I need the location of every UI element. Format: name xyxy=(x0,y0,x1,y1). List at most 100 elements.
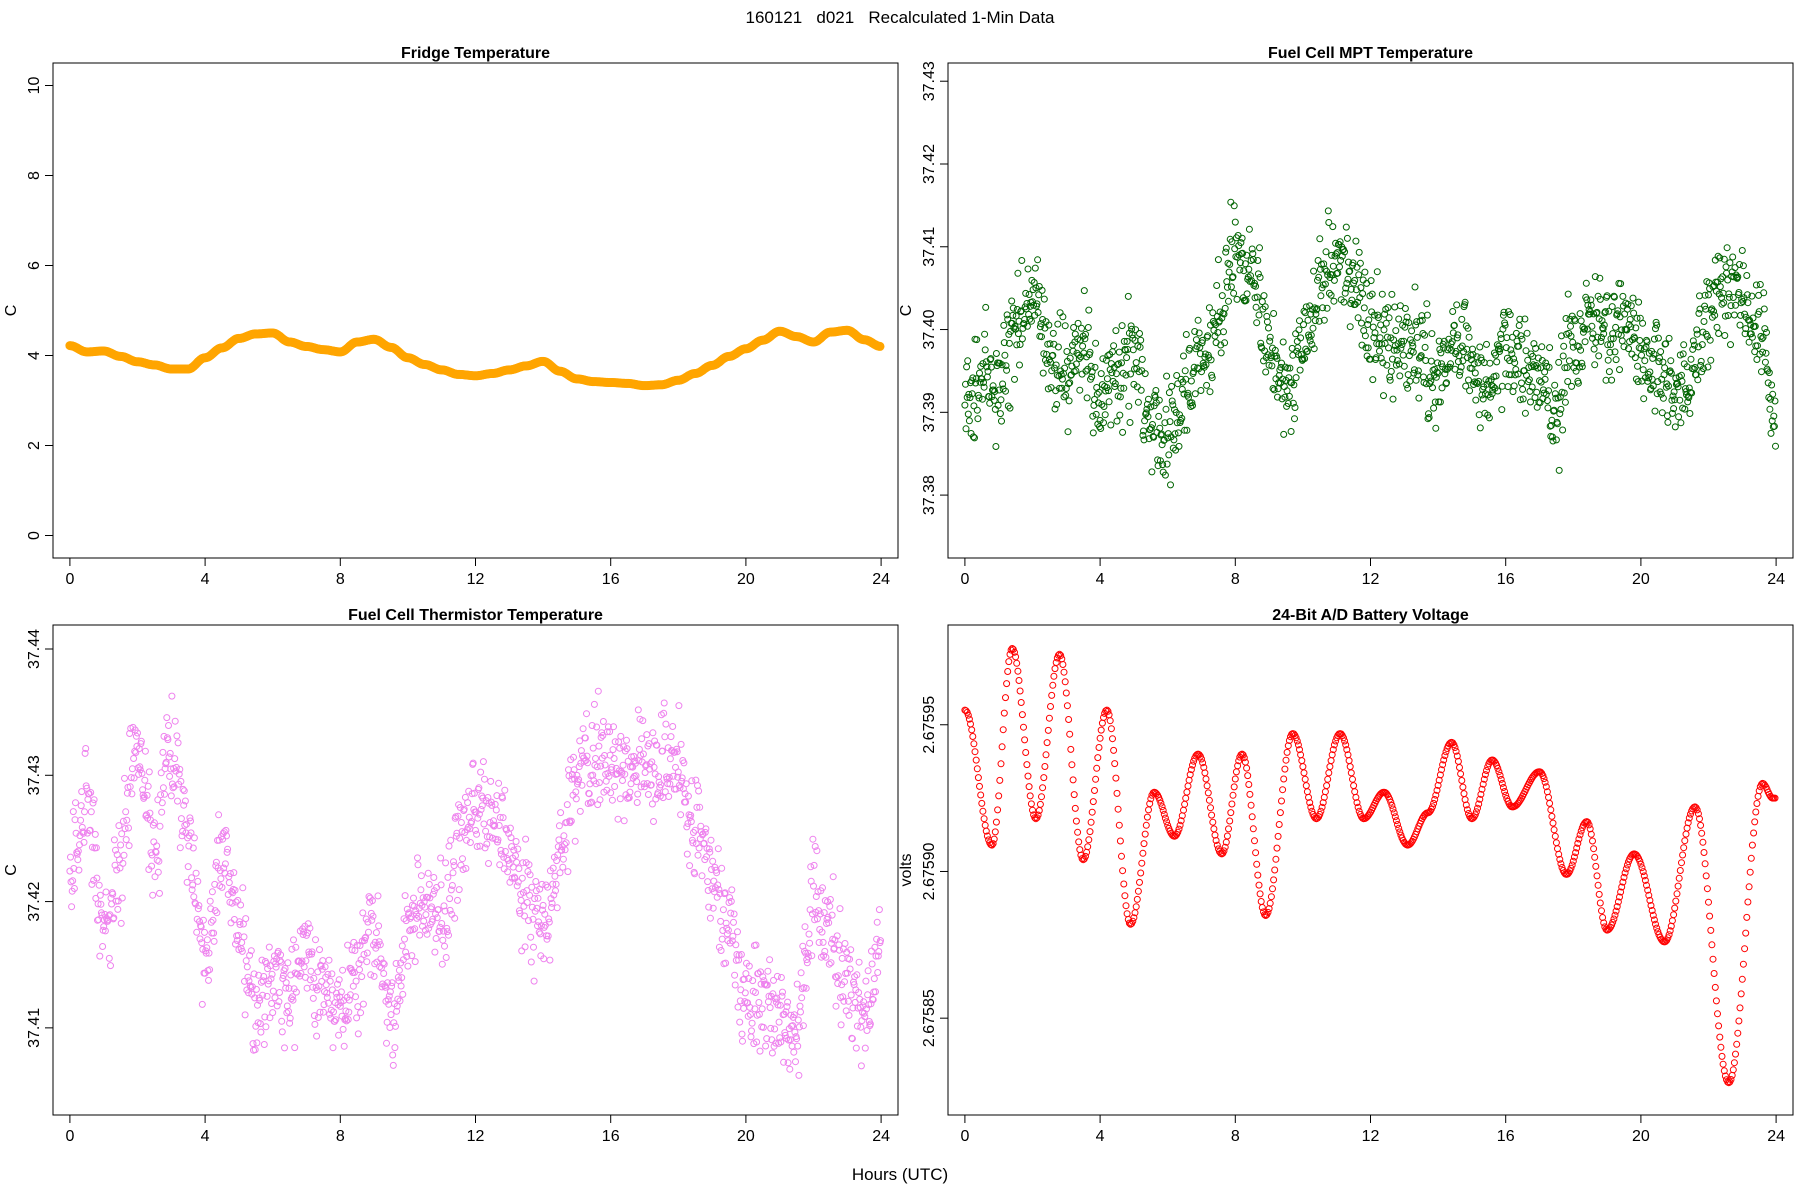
data-point xyxy=(665,773,673,781)
data-point xyxy=(331,1017,339,1025)
data-point xyxy=(1648,907,1656,914)
data-point xyxy=(1518,379,1525,387)
data-point xyxy=(1017,699,1025,706)
data-point xyxy=(1349,261,1356,269)
data-point xyxy=(1413,333,1421,341)
data-point xyxy=(1315,317,1323,325)
data-point xyxy=(536,930,544,938)
data-point xyxy=(1182,794,1190,802)
data-point xyxy=(1005,658,1013,666)
data-point xyxy=(1259,305,1267,313)
data-point xyxy=(969,433,977,441)
x-tick-label: 12 xyxy=(467,571,485,588)
data-point xyxy=(1347,769,1355,777)
data-point xyxy=(1354,314,1362,322)
data-point xyxy=(644,791,652,798)
data-point xyxy=(1475,800,1483,808)
data-point xyxy=(267,975,275,983)
data-point xyxy=(1180,352,1187,360)
data-point xyxy=(1434,781,1442,789)
data-point xyxy=(1515,798,1523,806)
data-point xyxy=(318,978,326,985)
data-point xyxy=(1286,364,1294,372)
data-point xyxy=(313,1032,321,1040)
data-point xyxy=(1254,871,1262,879)
data-point xyxy=(526,891,534,899)
data-point xyxy=(1474,804,1481,812)
data-point xyxy=(187,829,195,837)
data-point xyxy=(1060,393,1068,401)
data-point xyxy=(1646,368,1654,376)
data-point xyxy=(638,735,646,743)
data-point xyxy=(1293,337,1301,345)
data-point xyxy=(719,906,727,914)
data-point xyxy=(1381,310,1389,318)
data-point xyxy=(1547,422,1555,429)
data-point xyxy=(1391,813,1399,821)
data-point xyxy=(1581,325,1589,333)
data-point xyxy=(1517,332,1525,340)
data-point xyxy=(1719,1060,1727,1068)
data-point xyxy=(623,745,631,753)
data-point xyxy=(680,759,688,767)
data-point xyxy=(1184,782,1192,790)
data-point xyxy=(243,963,251,971)
data-point xyxy=(978,799,986,807)
data-point xyxy=(1085,836,1093,844)
data-point xyxy=(374,892,382,900)
data-point xyxy=(653,741,661,749)
data-point xyxy=(1092,410,1100,418)
data-point xyxy=(1386,376,1394,384)
data-point xyxy=(119,817,127,825)
data-point xyxy=(1280,775,1288,783)
data-point xyxy=(181,821,189,829)
data-point xyxy=(1123,910,1131,918)
data-point xyxy=(1027,800,1035,808)
data-point xyxy=(1160,810,1168,818)
data-point xyxy=(1715,290,1723,298)
data-point xyxy=(1132,326,1140,334)
data-point xyxy=(1382,319,1390,327)
data-point xyxy=(1718,300,1726,308)
data-point xyxy=(438,920,446,927)
data-point xyxy=(1626,316,1634,323)
data-point xyxy=(555,822,563,830)
data-point xyxy=(281,1044,288,1052)
data-point xyxy=(1095,744,1103,751)
data-point xyxy=(1561,398,1569,406)
data-point xyxy=(242,915,250,923)
data-point xyxy=(1034,811,1042,819)
data-point xyxy=(727,897,735,905)
data-point xyxy=(1272,855,1280,863)
data-point xyxy=(706,914,714,922)
data-point xyxy=(777,1038,785,1046)
data-point xyxy=(1600,330,1608,338)
data-point xyxy=(1360,304,1368,312)
data-point xyxy=(389,1061,397,1069)
data-point xyxy=(276,989,283,996)
data-point xyxy=(444,873,452,881)
data-point xyxy=(1455,352,1463,360)
data-point xyxy=(553,904,561,912)
data-point xyxy=(435,927,443,935)
data-point xyxy=(771,1025,779,1033)
data-point xyxy=(399,990,407,998)
data-point xyxy=(996,776,1004,784)
data-point xyxy=(1306,799,1314,807)
data-point xyxy=(1163,460,1171,468)
data-point xyxy=(1290,730,1298,738)
data-point xyxy=(1255,881,1263,889)
data-point xyxy=(223,832,230,840)
data-point xyxy=(1336,263,1343,271)
data-point xyxy=(375,922,383,930)
data-point xyxy=(1026,792,1034,800)
data-point xyxy=(433,914,441,922)
data-point xyxy=(1238,234,1246,242)
data-point xyxy=(1202,775,1210,783)
data-point xyxy=(1156,457,1164,465)
data-point xyxy=(1750,829,1758,837)
data-point xyxy=(659,747,666,755)
data-point xyxy=(514,878,522,886)
data-point xyxy=(1637,345,1645,352)
data-point xyxy=(1687,355,1695,363)
